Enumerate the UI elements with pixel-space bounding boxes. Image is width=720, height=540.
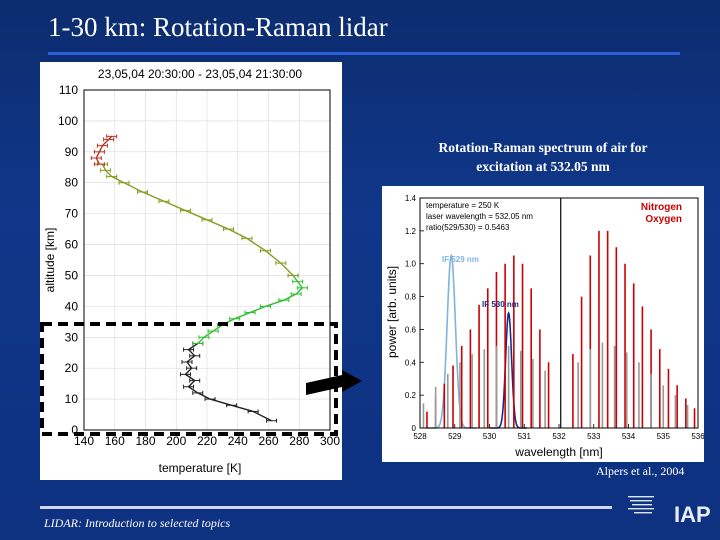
highlight-box <box>40 322 338 436</box>
y-tick-label: 60 <box>65 238 79 252</box>
spectrum-x-tick-label: 531 <box>518 432 532 441</box>
y-tick-label: 50 <box>65 268 79 282</box>
filter-label-530: IF 530 nm <box>482 300 519 309</box>
spectrum-caption: Rotation-Raman spectrum of air for excit… <box>382 138 704 176</box>
x-tick-label: 160 <box>105 434 125 448</box>
temperature-profile-svg: 23,05,04 20:30:00 - 23,05,04 21:30:00 14… <box>43 67 340 475</box>
y-tick-label: 80 <box>65 176 79 190</box>
spectrum-y-tick-label: 1.4 <box>405 194 417 203</box>
title-divider <box>48 52 680 55</box>
slide-title: 1-30 km: Rotation-Raman lidar <box>48 12 388 42</box>
x-tick-label: 240 <box>228 434 248 448</box>
spectrum-y-tick-label: 0.6 <box>405 325 417 334</box>
source-citation: Alpers et al., 2004 <box>596 464 685 478</box>
footer-divider <box>40 506 612 509</box>
logo-mark: IAP <box>674 502 711 527</box>
spectrum-y-axis-label: power [arb. units] <box>385 266 399 358</box>
annotation-temperature: temperature = 250 K <box>426 201 500 210</box>
spectrum-x-tick-label: 533 <box>587 432 601 441</box>
x-tick-label: 180 <box>135 434 155 448</box>
y-tick-label: 90 <box>65 145 79 159</box>
x-tick-label: 140 <box>74 434 94 448</box>
spectrum-frame <box>419 197 699 429</box>
spectrum-x-tick-label: 529 <box>448 432 462 441</box>
y-tick-label: 100 <box>58 114 78 128</box>
x-tick-label: 260 <box>258 434 278 448</box>
legend-oxygen: Oxygen <box>645 214 682 225</box>
y-tick-label: 20 <box>65 361 79 375</box>
y-tick-label: 10 <box>65 392 79 406</box>
spectrum-x-tick-label: 528 <box>413 432 427 441</box>
filter-transmission-curve <box>425 253 477 429</box>
spectrum-x-tick-label: 535 <box>657 432 671 441</box>
pointer-arrow-icon <box>306 370 362 395</box>
x-tick-label: 200 <box>166 434 186 448</box>
spectrum-y-tick-label: 1.0 <box>405 260 417 269</box>
footer-text: LIDAR: Introduction to selected topics <box>44 516 231 530</box>
x-tick-label: 300 <box>320 434 340 448</box>
spectrum-x-tick-label: 530 <box>483 432 497 441</box>
spectrum-y-tick-label: 0.8 <box>405 293 417 302</box>
x-tick-label: 280 <box>289 434 309 448</box>
filter-label-529: IF 529 nm <box>442 255 479 264</box>
y-axis-label: altitude [km] <box>43 228 57 293</box>
spectrum-caption-line2: excitation at 532.05 nm <box>476 159 610 174</box>
spectrum-x-tick-label: 534 <box>622 432 636 441</box>
spectrum-caption-line1: Rotation-Raman spectrum of air for <box>438 140 648 155</box>
temperature-profile-chart: 23,05,04 20:30:00 - 23,05,04 21:30:00 14… <box>40 62 342 480</box>
plot-frame <box>83 89 331 431</box>
spectrum-svg: 528 529 530 531 532 533 534 535 536 0 0.2 0.4 0.6 0.8… <box>385 194 705 459</box>
chart-title: 23,05,04 20:30:00 - 23,05,04 21:30:00 <box>98 67 303 81</box>
spectrum-x-tick-label: 532 <box>552 432 566 441</box>
y-tick-label: 40 <box>65 299 79 313</box>
y-tick-label: 70 <box>65 207 79 221</box>
profile-series-line <box>197 275 304 344</box>
y-tick-label: 0 <box>71 423 78 437</box>
profile-series-line <box>95 135 113 165</box>
spectrum-chart: 528 529 530 531 532 533 534 535 536 0 0.2 0.4 0.6 0.8… <box>382 186 705 462</box>
spectrum-y-tick-label: 0 <box>412 424 417 433</box>
x-axis-label: temperature [K] <box>159 461 242 475</box>
y-tick-label: 30 <box>65 330 79 344</box>
y-tick-label: 110 <box>59 83 78 97</box>
institute-logo: IAP <box>628 496 711 527</box>
spectrum-x-axis-label: wavelength [nm] <box>514 445 602 459</box>
legend-nitrogen: Nitrogen <box>641 202 682 213</box>
x-tick-label: 220 <box>197 434 217 448</box>
spectrum-x-tick-label: 536 <box>691 432 704 441</box>
spectrum-y-tick-label: 1.2 <box>405 227 417 236</box>
spectrum-y-tick-label: 0.4 <box>405 358 417 367</box>
annotation-ratio: ratio(529/530) = 0.5463 <box>426 223 510 232</box>
annotation-laser: laser wavelength = 532.05 nm <box>426 212 533 221</box>
spectrum-y-tick-label: 0.2 <box>405 391 417 400</box>
